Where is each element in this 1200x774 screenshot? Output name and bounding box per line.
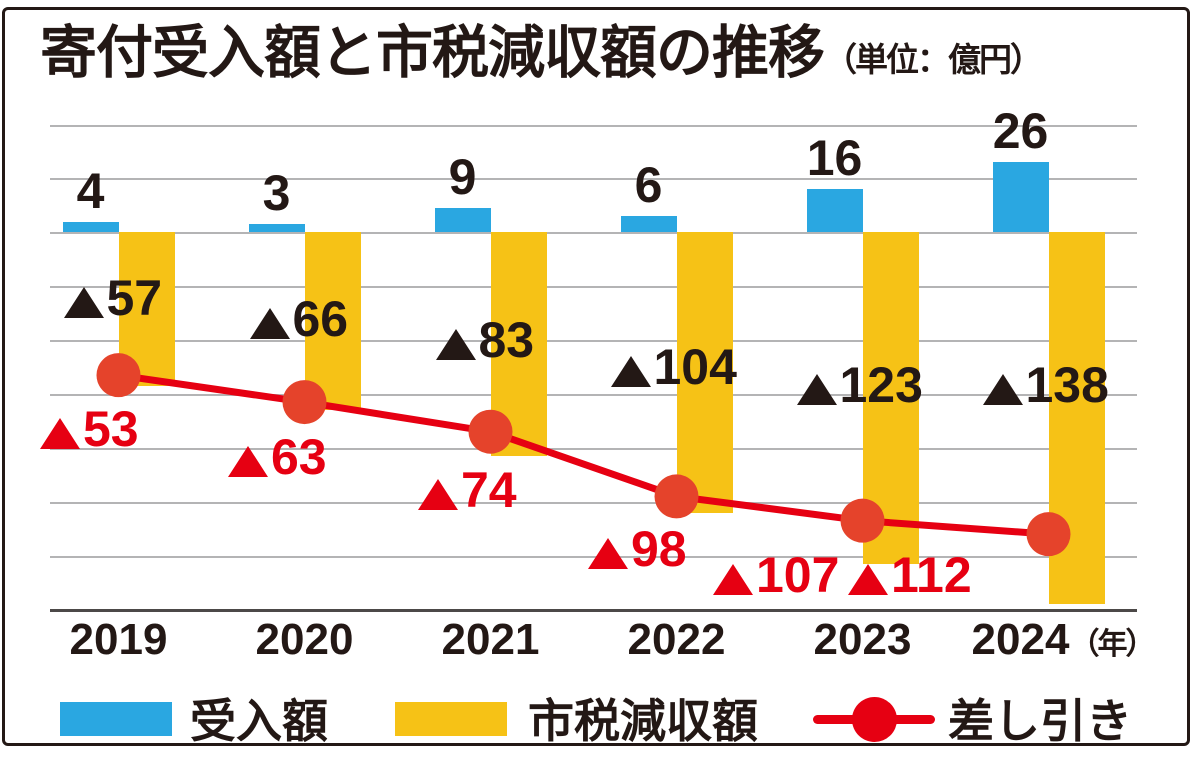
negative-triangle-icon bbox=[588, 537, 628, 569]
x-label-2023: 2023 bbox=[813, 615, 912, 664]
legend-swatch-tax-loss bbox=[395, 702, 507, 736]
negative-triangle-icon bbox=[713, 563, 753, 595]
x-label-2024: 2024 （年） bbox=[971, 615, 1156, 664]
negative-triangle-icon bbox=[848, 563, 888, 595]
x-label-2020: 2020 bbox=[255, 615, 354, 664]
legend-line-symbol bbox=[813, 697, 935, 742]
negative-triangle-icon bbox=[435, 328, 476, 360]
value-label-tax-loss-2021: 83 bbox=[435, 315, 534, 365]
gridline bbox=[50, 178, 1137, 181]
value-label-received-2024: 26 bbox=[992, 103, 1049, 160]
value-label-tax-loss-2019: 57 bbox=[63, 273, 162, 323]
bar-received-2019 bbox=[62, 221, 119, 233]
x-label-2021: 2021 bbox=[441, 615, 540, 664]
value-label-received-2020: 3 bbox=[262, 165, 291, 222]
gridline bbox=[50, 124, 1137, 127]
x-label-2019: 2019 bbox=[69, 615, 168, 664]
negative-triangle-icon bbox=[249, 307, 290, 339]
x-axis-unit: （年） bbox=[1069, 628, 1155, 661]
value-label-tax-loss-2020: 66 bbox=[249, 294, 348, 344]
chart-frame bbox=[2, 7, 1190, 746]
chart-title-unit: （単位：億円） bbox=[824, 40, 1043, 78]
bar-received-2024 bbox=[992, 162, 1049, 233]
value-label-received-2023: 16 bbox=[806, 130, 863, 187]
chart-title: 寄付受入額と市税減収額の推移 （単位：億円） bbox=[40, 21, 1043, 85]
value-label-net-2023: 107 bbox=[713, 550, 839, 600]
legend-swatch-received bbox=[60, 702, 172, 736]
x-axis-line bbox=[50, 608, 1137, 612]
negative-triangle-icon bbox=[40, 417, 80, 449]
chart-title-text: 寄付受入額と市税減収額の推移 bbox=[40, 21, 825, 85]
bar-received-2023 bbox=[806, 189, 863, 233]
bar-received-2022 bbox=[620, 216, 677, 233]
value-label-net-2024: 112 bbox=[848, 550, 972, 600]
negative-triangle-icon bbox=[63, 286, 104, 318]
bar-received-2021 bbox=[434, 208, 491, 233]
gridline bbox=[50, 232, 1137, 235]
bar-received-2020 bbox=[248, 224, 305, 233]
legend-label-net: 差し引き bbox=[948, 695, 1132, 747]
value-label-received-2021: 9 bbox=[448, 149, 477, 206]
gridline bbox=[50, 340, 1137, 343]
x-label-2022: 2022 bbox=[627, 615, 726, 664]
legend-line-dot-icon bbox=[852, 697, 897, 742]
legend-label-received: 受入額 bbox=[190, 695, 328, 747]
value-label-received-2022: 6 bbox=[634, 157, 663, 214]
legend-label-tax-loss: 市税減収額 bbox=[528, 695, 758, 747]
value-label-received-2019: 4 bbox=[76, 162, 105, 219]
gridline bbox=[50, 286, 1137, 289]
